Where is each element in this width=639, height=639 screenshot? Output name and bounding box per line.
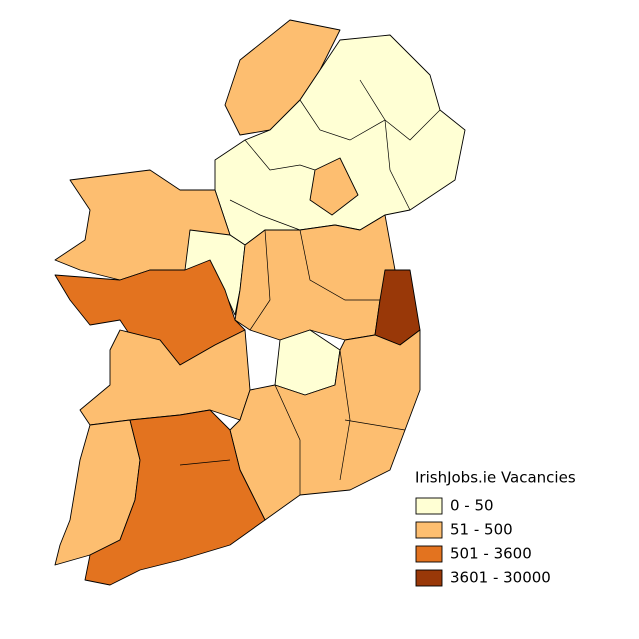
legend-label: 0 - 50 xyxy=(450,497,494,515)
legend-label: 501 - 3600 xyxy=(450,545,532,563)
legend-swatch xyxy=(415,521,443,539)
region xyxy=(229,329,421,521)
legend-swatch xyxy=(415,569,443,587)
legend-swatch xyxy=(415,497,443,515)
legend-swatch xyxy=(415,545,443,563)
legend-title: IrishJobs.ie Vacancies xyxy=(415,469,576,487)
county-borders xyxy=(179,79,441,495)
legend-label: 51 - 500 xyxy=(450,521,513,539)
legend: 0 - 50 51 - 500 501 - 3600 3601 - 30000 xyxy=(415,497,551,587)
region xyxy=(84,409,266,586)
map-regions xyxy=(54,19,466,586)
legend-label: 3601 - 30000 xyxy=(450,569,551,587)
region xyxy=(309,157,359,216)
